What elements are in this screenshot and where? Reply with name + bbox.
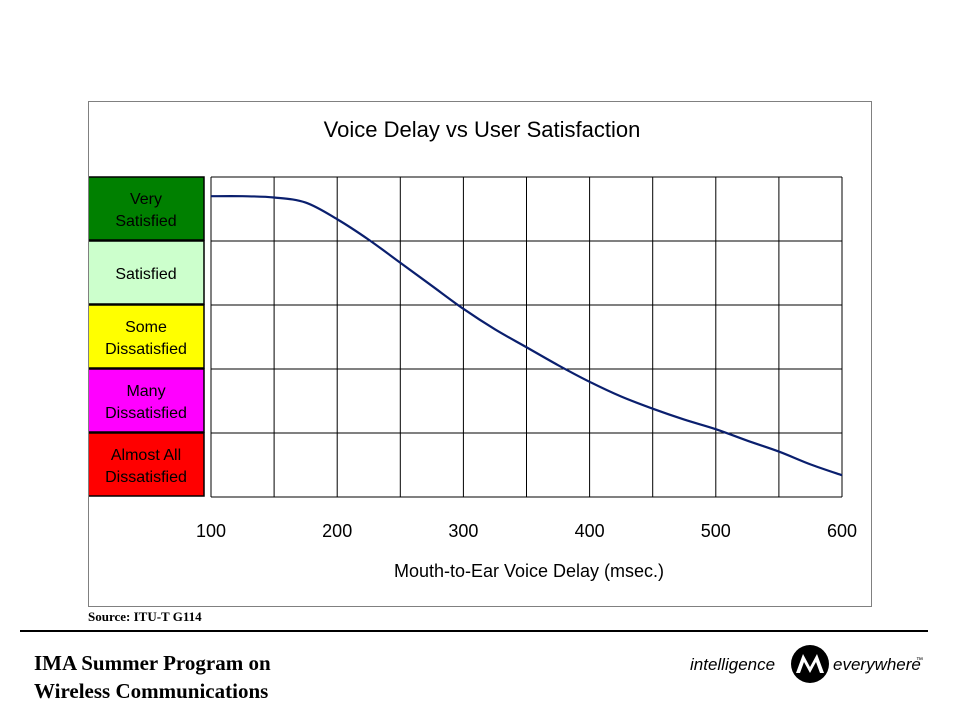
band-label-very-satisfied-0: Very <box>130 191 162 208</box>
footer-title-line1: IMA Summer Program on <box>34 651 271 675</box>
chart-frame: Voice Delay vs User Satisfaction Very Sat… <box>88 101 872 607</box>
brand-logo: intelligence everywhere ™ <box>690 645 923 683</box>
band-rect-many-dissatisfied <box>89 368 205 433</box>
band-label-many-dissatisfied-1: Dissatisfied <box>105 405 187 422</box>
line-layer <box>210 195 843 477</box>
x-tick-label-600: 600 <box>827 521 857 541</box>
band-rect-satisfied <box>89 240 205 305</box>
band-label-many-dissatisfied-0: Many <box>126 383 165 400</box>
band-very-satisfied: Very Satisfied <box>89 176 205 241</box>
chart-svg: Voice Delay vs User Satisfaction Very Sat… <box>89 117 857 581</box>
source-note: Source: ITU-T G114 <box>88 609 202 624</box>
band-almost-all-dissatisfied: Almost All Dissatisfied <box>89 432 205 497</box>
band-rect-very-satisfied <box>89 176 205 241</box>
band-label-almost-all-dissatisfied-0: Almost All <box>111 447 181 464</box>
chart-title: Voice Delay vs User Satisfaction <box>324 117 641 142</box>
x-tick-label-200: 200 <box>322 521 352 541</box>
band-label-very-satisfied-1: Satisfied <box>115 213 176 230</box>
footer-title-line2: Wireless Communications <box>34 679 269 703</box>
band-rect-almost-all-dissatisfied <box>89 432 205 497</box>
x-tick-label-400: 400 <box>575 521 605 541</box>
series-line-0 <box>210 195 843 477</box>
motorola-logo-icon <box>791 645 829 683</box>
tick-layer: 100 200 300 400 500 600 <box>196 521 857 541</box>
band-some-dissatisfied: Some Dissatisfied <box>89 304 205 369</box>
x-tick-label-500: 500 <box>701 521 731 541</box>
band-label-some-dissatisfied-1: Dissatisfied <box>105 341 187 358</box>
brand-trademark: ™ <box>916 657 923 664</box>
x-tick-label-300: 300 <box>448 521 478 541</box>
brand-text-left: intelligence <box>690 655 775 674</box>
band-label-almost-all-dissatisfied-1: Dissatisfied <box>105 469 187 486</box>
footer-divider <box>20 630 928 632</box>
band-satisfied: Satisfied <box>89 240 205 305</box>
band-label-some-dissatisfied-0: Some <box>125 319 167 336</box>
band-layer: VerySatisfiedSatisfiedSomeDissatisfiedMa… <box>89 176 205 497</box>
x-axis-title: Mouth-to-Ear Voice Delay (msec.) <box>394 561 664 581</box>
footer-title: IMA Summer Program on Wireless Communica… <box>34 649 271 705</box>
band-label-satisfied-0: Satisfied <box>115 266 176 283</box>
band-many-dissatisfied: Many Dissatisfied <box>89 368 205 433</box>
brand-text-right: everywhere <box>833 655 921 674</box>
grid-layer <box>210 176 843 498</box>
band-rect-some-dissatisfied <box>89 304 205 369</box>
x-tick-label-100: 100 <box>196 521 226 541</box>
